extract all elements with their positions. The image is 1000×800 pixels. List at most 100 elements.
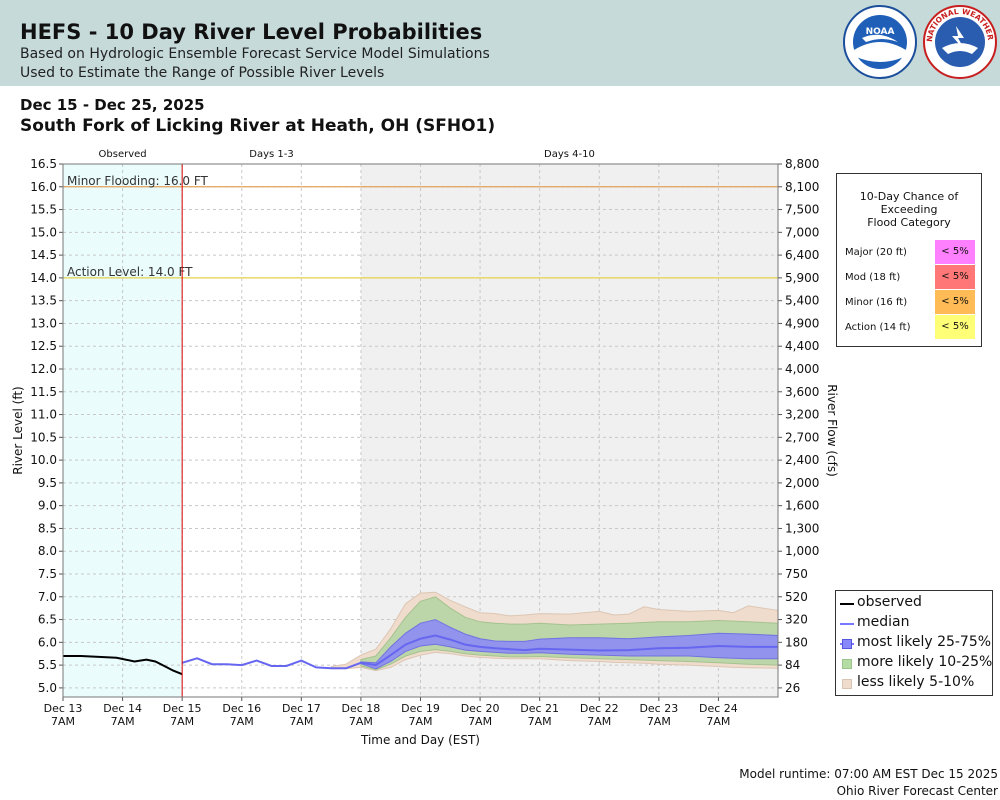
y2-tick-label-14: 2,000	[785, 476, 819, 490]
prob-row-label-minor: Minor (16 ft)	[845, 297, 908, 308]
y-tick-label-2: 6.0	[38, 635, 57, 649]
region-label-0: Observed	[99, 149, 147, 160]
y2-tick-label-2: 7,500	[785, 203, 819, 217]
y-tick-label-18: 14.0	[30, 271, 57, 285]
x-tick-day-4: Dec 17	[282, 702, 321, 715]
x-tick-time-11: 7AM	[706, 715, 730, 728]
x-tick-day-9: Dec 22	[580, 702, 619, 715]
y2-tick-label-12: 2,700	[785, 430, 819, 444]
legend-item-observed: observed	[836, 593, 992, 613]
y-tick-label-3: 6.5	[38, 613, 57, 627]
x-tick-time-7: 7AM	[468, 715, 492, 728]
y2-tick-label-20: 320	[785, 613, 808, 627]
y2-tick-label-15: 1,600	[785, 499, 819, 513]
x-tick-day-1: Dec 14	[103, 702, 142, 715]
y-tick-label-23: 16.5	[30, 157, 57, 171]
noaa-logo-text: NOAA	[866, 27, 895, 37]
y2-tick-label-21: 180	[785, 635, 808, 649]
x-tick-day-2: Dec 15	[163, 702, 202, 715]
date-range: Dec 15 - Dec 25, 2025	[20, 96, 205, 114]
y-tick-label-13: 11.5	[30, 385, 57, 399]
x-tick-day-8: Dec 21	[520, 702, 559, 715]
y2-tick-label-16: 1,300	[785, 521, 819, 535]
x-tick-day-3: Dec 16	[222, 702, 261, 715]
y2-tick-label-8: 4,400	[785, 339, 819, 353]
x-tick-time-10: 7AM	[647, 715, 671, 728]
x-tick-day-5: Dec 18	[342, 702, 381, 715]
subtitle-1: Based on Hydrologic Ensemble Forecast Se…	[20, 46, 490, 62]
y-tick-label-21: 15.5	[30, 203, 57, 217]
x-tick-day-6: Dec 19	[401, 702, 440, 715]
y-tick-label-20: 15.0	[30, 225, 57, 239]
y2-tick-label-23: 26	[785, 681, 800, 695]
legend-item-5-10: less likely 5-10%	[836, 673, 992, 693]
x-axis-title: Time and Day (EST)	[360, 733, 480, 747]
y-tick-label-15: 12.5	[30, 339, 57, 353]
legend-swatch-median	[840, 623, 854, 625]
y-tick-label-7: 8.5	[38, 521, 57, 535]
x-tick-time-1: 7AM	[111, 715, 135, 728]
x-tick-time-0: 7AM	[51, 715, 75, 728]
location-title: South Fork of Licking River at Heath, OH…	[20, 116, 496, 136]
chart-legend: observed median most likely 25-75% more …	[835, 590, 993, 696]
noaa-logo: NOAA	[843, 5, 917, 79]
y2-tick-label-5: 5,900	[785, 271, 819, 285]
y-tick-label-12: 11.0	[30, 408, 57, 422]
y2-tick-label-18: 750	[785, 567, 808, 581]
prob-row-label-major: Major (20 ft)	[845, 247, 907, 258]
x-tick-time-2: 7AM	[170, 715, 194, 728]
y-tick-label-9: 9.5	[38, 476, 57, 490]
y2-tick-label-13: 2,400	[785, 453, 819, 467]
plot-frame	[62, 163, 779, 698]
y-tick-label-10: 10.0	[30, 453, 57, 467]
x-tick-day-7: Dec 20	[461, 702, 500, 715]
y2-tick-label-9: 4,000	[785, 362, 819, 376]
y-tick-label-22: 16.0	[30, 180, 57, 194]
y-axis-title: River Level (ft)	[11, 386, 25, 474]
hydrograph-chart: Observed Days 1-3 Days 4-10 Minor Flooding…	[11, 149, 839, 747]
observed-line	[63, 655, 183, 676]
prob-row-label-action: Action (14 ft)	[845, 322, 911, 333]
prob-cell-major: < 5%	[935, 240, 975, 264]
threshold-label-1: Action Level: 14.0 FT	[67, 265, 193, 279]
y2-tick-label-6: 5,400	[785, 294, 819, 308]
y2-tick-label-4: 6,400	[785, 248, 819, 262]
nws-logo: NATIONAL WEATHER SERVICE	[922, 4, 997, 79]
y-tick-label-5: 7.5	[38, 567, 57, 581]
threshold-label-0: Minor Flooding: 16.0 FT	[67, 174, 209, 188]
y2-tick-label-3: 7,000	[785, 225, 819, 239]
prob-cell-minor: < 5%	[935, 290, 975, 314]
page-title: HEFS - 10 Day River Level Probabilities	[20, 20, 483, 44]
forecast-center: Ohio River Forecast Center	[836, 784, 998, 798]
y2-tick-label-1: 8,100	[785, 180, 819, 194]
legend-item-25-75: most likely 25-75%	[836, 633, 992, 653]
region-label-1: Days 1-3	[249, 149, 293, 160]
y2-tick-label-11: 3,200	[785, 408, 819, 422]
flood-probability-table: 10-Day Chance of Exceeding Flood Categor…	[836, 173, 982, 347]
y2-tick-label-0: 8,800	[785, 157, 819, 171]
y-tick-label-4: 7.0	[38, 590, 57, 604]
y-tick-label-19: 14.5	[30, 248, 57, 262]
y2-tick-label-19: 520	[785, 590, 808, 604]
region-label-2: Days 4-10	[544, 149, 595, 160]
prob-row-label-mod: Mod (18 ft)	[845, 272, 901, 283]
region-1	[182, 164, 361, 697]
y2-tick-label-7: 4,900	[785, 316, 819, 330]
y-tick-label-0: 5.0	[38, 681, 57, 695]
x-tick-time-6: 7AM	[408, 715, 432, 728]
probability-table-title: 10-Day Chance of Exceeding Flood Categor…	[859, 190, 959, 229]
y-tick-label-8: 9.0	[38, 499, 57, 513]
legend-item-median: median	[836, 613, 992, 633]
x-tick-time-5: 7AM	[349, 715, 373, 728]
header-banner: HEFS - 10 Day River Level Probabilities …	[0, 0, 1000, 86]
prob-cell-mod: < 5%	[935, 265, 975, 289]
x-tick-time-9: 7AM	[587, 715, 611, 728]
y-tick-label-14: 12.0	[30, 362, 57, 376]
legend-item-10-25: more likely 10-25%	[836, 653, 992, 673]
x-tick-day-0: Dec 13	[44, 702, 83, 715]
legend-swatch-5-10	[842, 679, 852, 689]
x-tick-time-8: 7AM	[528, 715, 552, 728]
legend-swatch-observed	[840, 603, 854, 605]
y-tick-label-11: 10.5	[30, 430, 57, 444]
y-tick-label-1: 5.5	[38, 658, 57, 672]
